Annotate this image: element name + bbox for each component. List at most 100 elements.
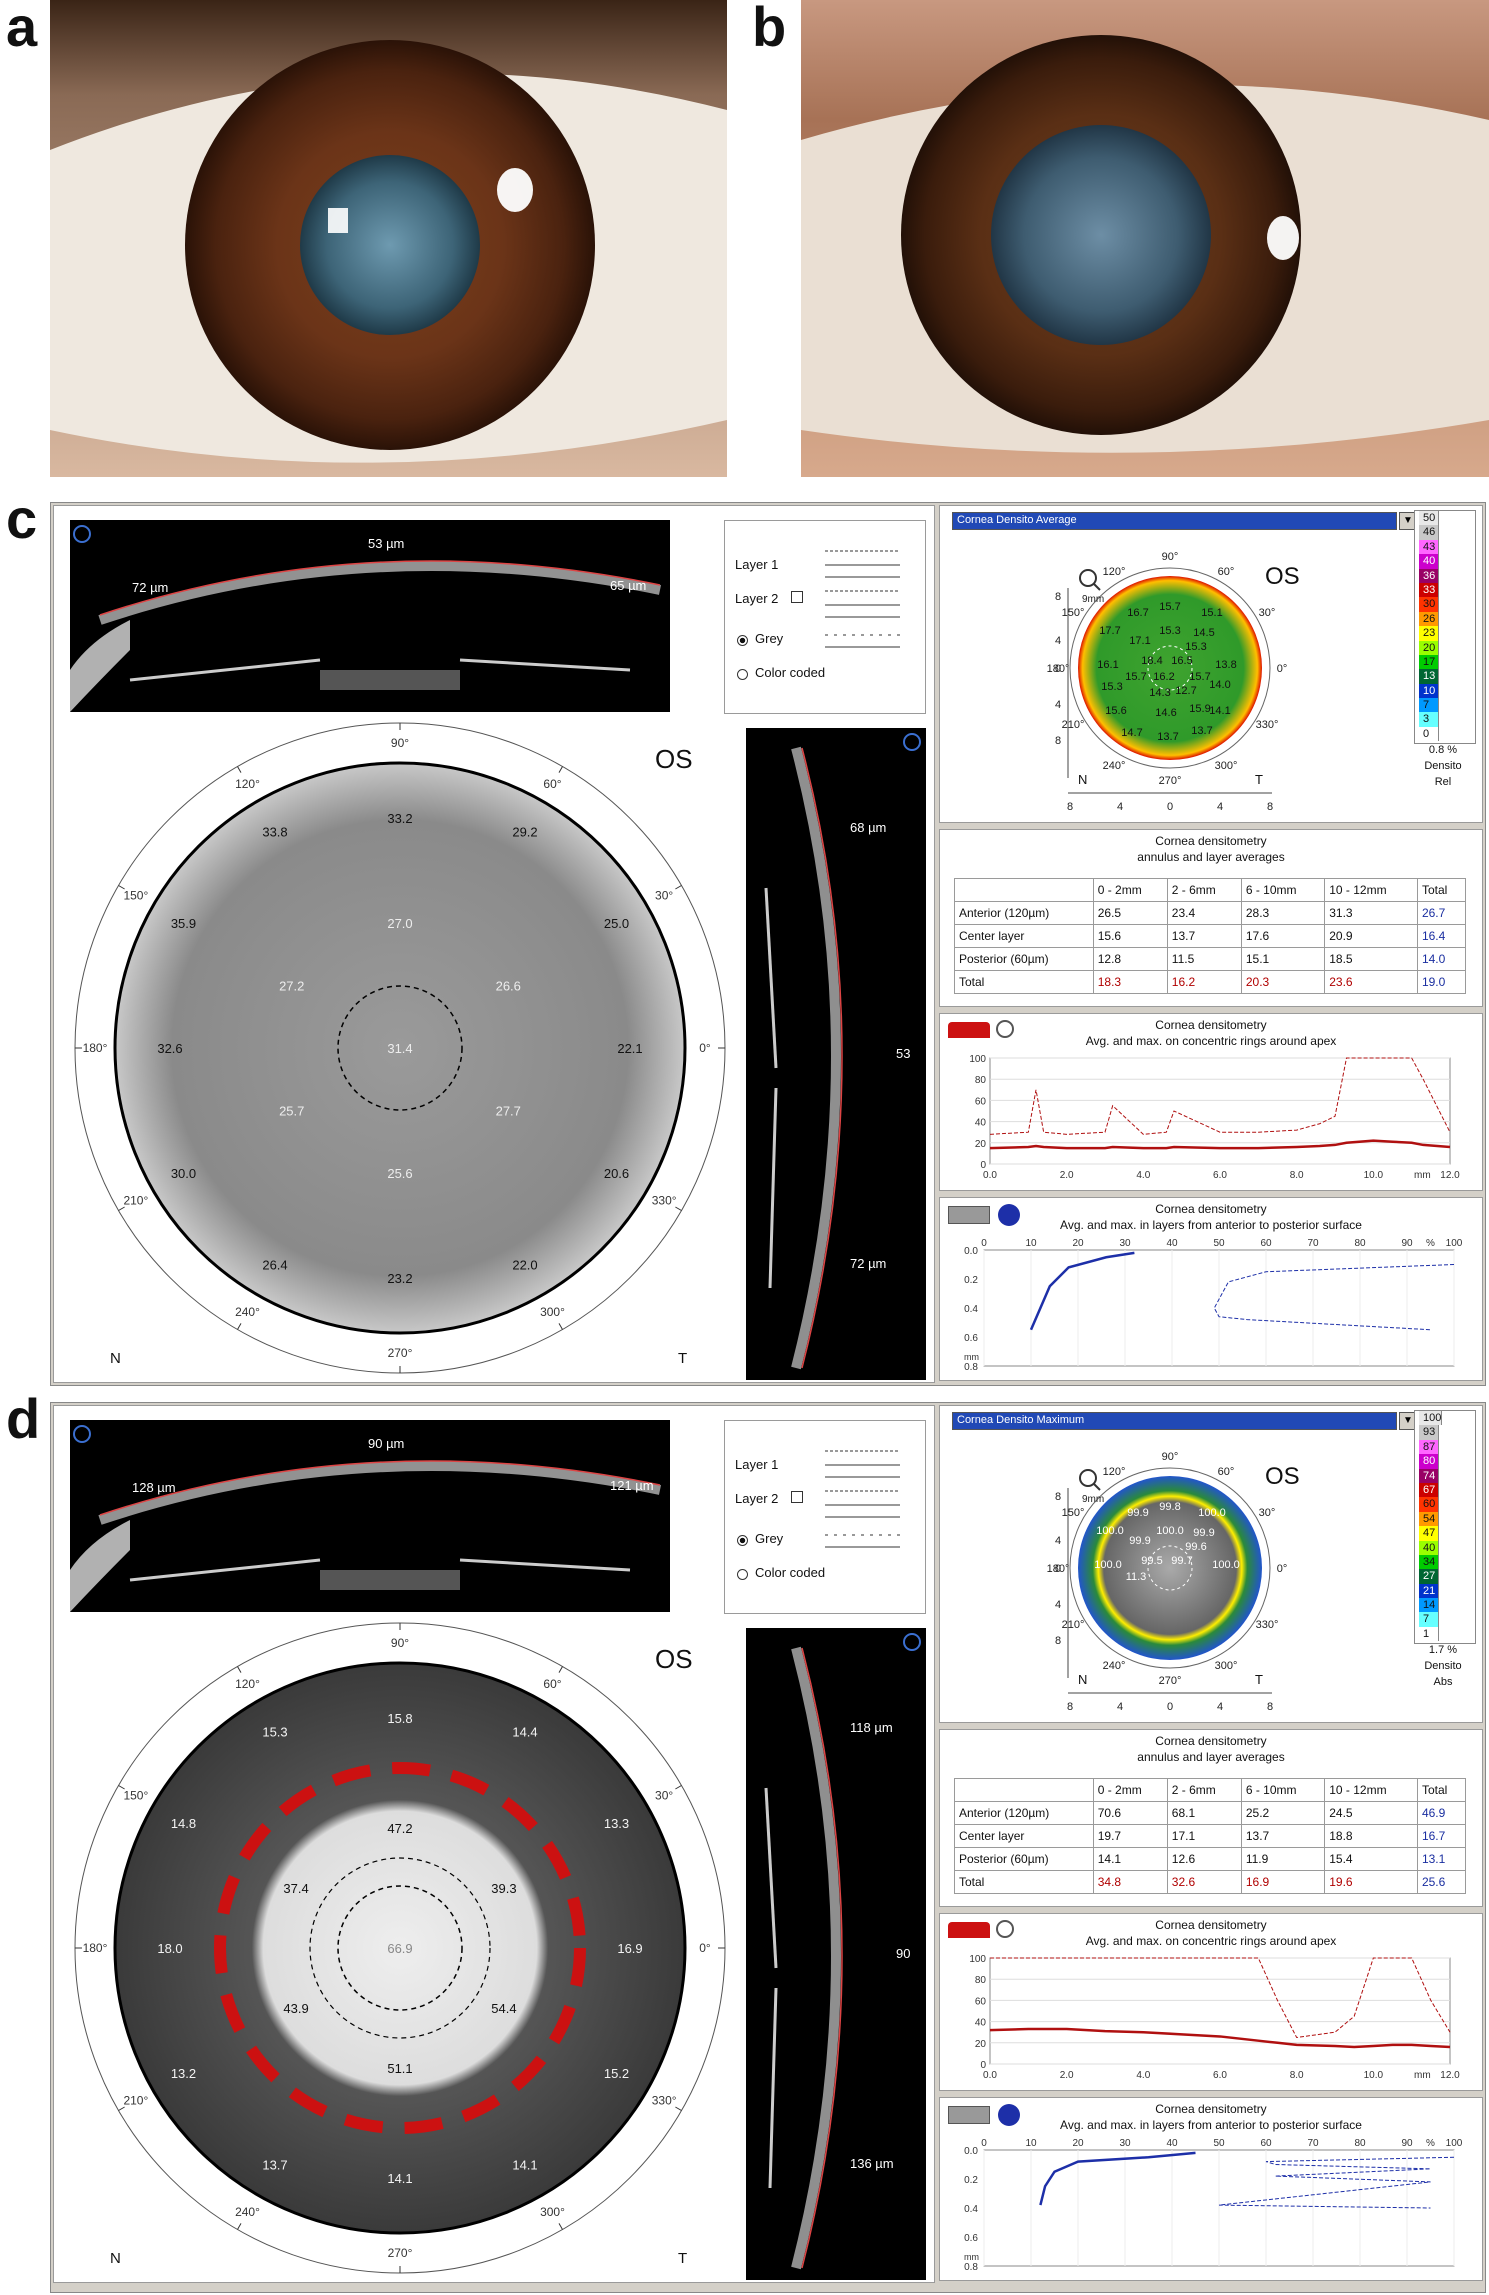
colormap-nasal: N xyxy=(1078,772,1087,787)
legend-swatch: 3 xyxy=(1419,712,1439,727)
legend-swatch: 100 xyxy=(1419,1411,1442,1426)
layers-y-tick: 0.8 xyxy=(964,1362,978,1373)
legend-row: 50 xyxy=(1415,511,1451,526)
densito-dropdown[interactable]: Cornea Densito Average xyxy=(952,512,1397,530)
layers-y-label: mm xyxy=(964,2252,979,2262)
ring-profile-icon[interactable] xyxy=(948,1022,990,1038)
table-cell: 18.5 xyxy=(1324,947,1418,971)
color-coded-radio[interactable] xyxy=(737,1569,748,1580)
layer-disc-icon[interactable] xyxy=(998,1204,1020,1226)
colormap-value: 13.8 xyxy=(1215,659,1236,671)
table-cell: 16.2 xyxy=(1166,970,1242,994)
thickness-right-label: 121 µm xyxy=(610,1478,654,1493)
rings-y-tick: 60 xyxy=(975,1996,987,2007)
concentric-rings-icon[interactable] xyxy=(996,1020,1014,1038)
layer2-checkbox[interactable] xyxy=(791,591,803,603)
densito-dropdown[interactable]: Cornea Densito Maximum xyxy=(952,1412,1397,1430)
polar-inner-value: 47.2 xyxy=(387,1821,412,1836)
layer-profile-icon[interactable] xyxy=(948,2106,990,2124)
layer-disc-icon[interactable] xyxy=(998,2104,1020,2126)
legend-swatch: 74 xyxy=(1419,1468,1439,1483)
polar-inner-value: 25.6 xyxy=(387,1166,412,1181)
table-cell: 13.1 xyxy=(1416,1847,1467,1871)
crosshair-icon xyxy=(903,1633,921,1651)
grey-radio[interactable] xyxy=(737,1535,748,1546)
chevron-down-icon[interactable]: ▼ xyxy=(1399,512,1417,530)
table-header-cell: 0 - 2mm xyxy=(1092,878,1168,902)
rings-x-tick: 6.0 xyxy=(1213,2070,1227,2081)
polar-value: 14.1 xyxy=(512,2158,537,2173)
colormap-axis-x: 8 xyxy=(1067,801,1073,813)
layers-chart-subtitle: Avg. and max. in layers from anterior to… xyxy=(1060,2118,1362,2132)
concentric-rings-icon[interactable] xyxy=(996,1920,1014,1938)
layers-y-tick: 0.4 xyxy=(964,1304,978,1315)
table-cell: 26.5 xyxy=(1092,901,1168,925)
layers-x-tick: 40 xyxy=(1166,1238,1178,1249)
table-header-cell: 0 - 2mm xyxy=(1092,1778,1168,1802)
legend-swatch: 23 xyxy=(1419,626,1439,641)
colormap-value: 15.9 xyxy=(1189,703,1210,715)
ring-profile-icon[interactable] xyxy=(948,1922,990,1938)
grey-radio[interactable] xyxy=(737,635,748,646)
max-layer-line xyxy=(1218,2156,1455,2209)
legend-row: 13 xyxy=(1415,669,1451,684)
polar-angle-label: 210° xyxy=(123,1194,148,1208)
color-coded-radio[interactable] xyxy=(737,669,748,680)
rings-x-tick: 0.0 xyxy=(983,1170,997,1181)
polar-value: 26.4 xyxy=(262,1258,287,1273)
polar-value: 20.6 xyxy=(604,1166,629,1181)
table-row: Center layer 19.7 17.1 13.7 18.8 16.7 xyxy=(954,1824,1467,1848)
legend-row: 34 xyxy=(1415,1554,1451,1570)
rings-chart: 100 80 60 40 20 00.0 2.0 4.0 6.0 8.0 10.0 12.0 mm xyxy=(969,1954,1460,2081)
polar-inner-value: 27.2 xyxy=(279,979,304,994)
legend-row: 46 xyxy=(1415,525,1451,540)
colormap-angle-label: 30° xyxy=(1259,607,1276,619)
polar-angle-label: 240° xyxy=(235,1305,260,1319)
layers-x-tick: 50 xyxy=(1213,2138,1225,2149)
rings-y-tick: 100 xyxy=(969,1954,986,1965)
polar-inner-value: 27.7 xyxy=(496,1104,521,1119)
colormap-axis-x: 4 xyxy=(1117,1701,1123,1713)
rings-x-tick: 8.0 xyxy=(1290,2070,1304,2081)
polar-angle-label: 30° xyxy=(655,1789,673,1803)
rings-chart-title: Cornea densitometry xyxy=(1155,1018,1267,1032)
zoom-icon[interactable] xyxy=(1079,1469,1097,1487)
rings-x-tick: 4.0 xyxy=(1136,1170,1150,1181)
colormap-value: 12.7 xyxy=(1175,685,1196,697)
layer2-checkbox[interactable] xyxy=(791,1491,803,1503)
scheimpflug-area: 90 µm 128 µm 121 µm Layer 1 Layer 2 Grey Color… xyxy=(53,1405,935,2283)
rings-x-tick: 2.0 xyxy=(1060,1170,1074,1181)
layers-x-tick: 10 xyxy=(1025,1238,1037,1249)
legend-swatch: 33 xyxy=(1419,582,1439,598)
polar-value: 13.2 xyxy=(171,2066,196,2081)
table-cell: 12.8 xyxy=(1092,947,1168,971)
table-cell: 13.7 xyxy=(1166,924,1242,948)
polar-angle-label: 300° xyxy=(540,2205,565,2219)
layers-y-tick: 0.4 xyxy=(964,2204,978,2215)
chevron-down-icon[interactable]: ▼ xyxy=(1399,1412,1417,1430)
legend-swatch: 60 xyxy=(1419,1497,1439,1512)
polar-value: 22.1 xyxy=(617,1041,642,1056)
colormap-value: 16.2 xyxy=(1153,671,1174,683)
rings-x-tick: 12.0 xyxy=(1440,2070,1460,2081)
polar-angle-label: 90° xyxy=(391,736,409,750)
polar-angle-label: 120° xyxy=(235,1677,260,1691)
layer-profile-icon[interactable] xyxy=(948,1206,990,1224)
table-cell: 14.0 xyxy=(1416,947,1467,971)
rings-chart-window: Cornea densitometry Avg. and max. on conc… xyxy=(939,1913,1483,2091)
colormap-eye-label: OS xyxy=(1265,563,1300,590)
table-cell: 15.4 xyxy=(1324,1847,1418,1871)
legend-swatch: 80 xyxy=(1419,1454,1439,1469)
table-cell: 11.9 xyxy=(1240,1847,1326,1871)
colormap-value: 16.1 xyxy=(1097,659,1118,671)
legend-row: 7 xyxy=(1415,1612,1451,1627)
colormap-angle-label: 0° xyxy=(1277,663,1288,675)
colormap-angle-label: 180° xyxy=(1047,663,1070,675)
table-cell: 31.3 xyxy=(1324,901,1418,925)
rings-x-tick: 4.0 xyxy=(1136,2070,1150,2081)
colormap-value: 100.0 xyxy=(1156,1525,1184,1537)
nasal-label: N xyxy=(110,2250,121,2267)
zoom-icon[interactable] xyxy=(1079,569,1097,587)
table-cell: 17.6 xyxy=(1240,924,1326,948)
colormap-value: 15.6 xyxy=(1105,705,1126,717)
